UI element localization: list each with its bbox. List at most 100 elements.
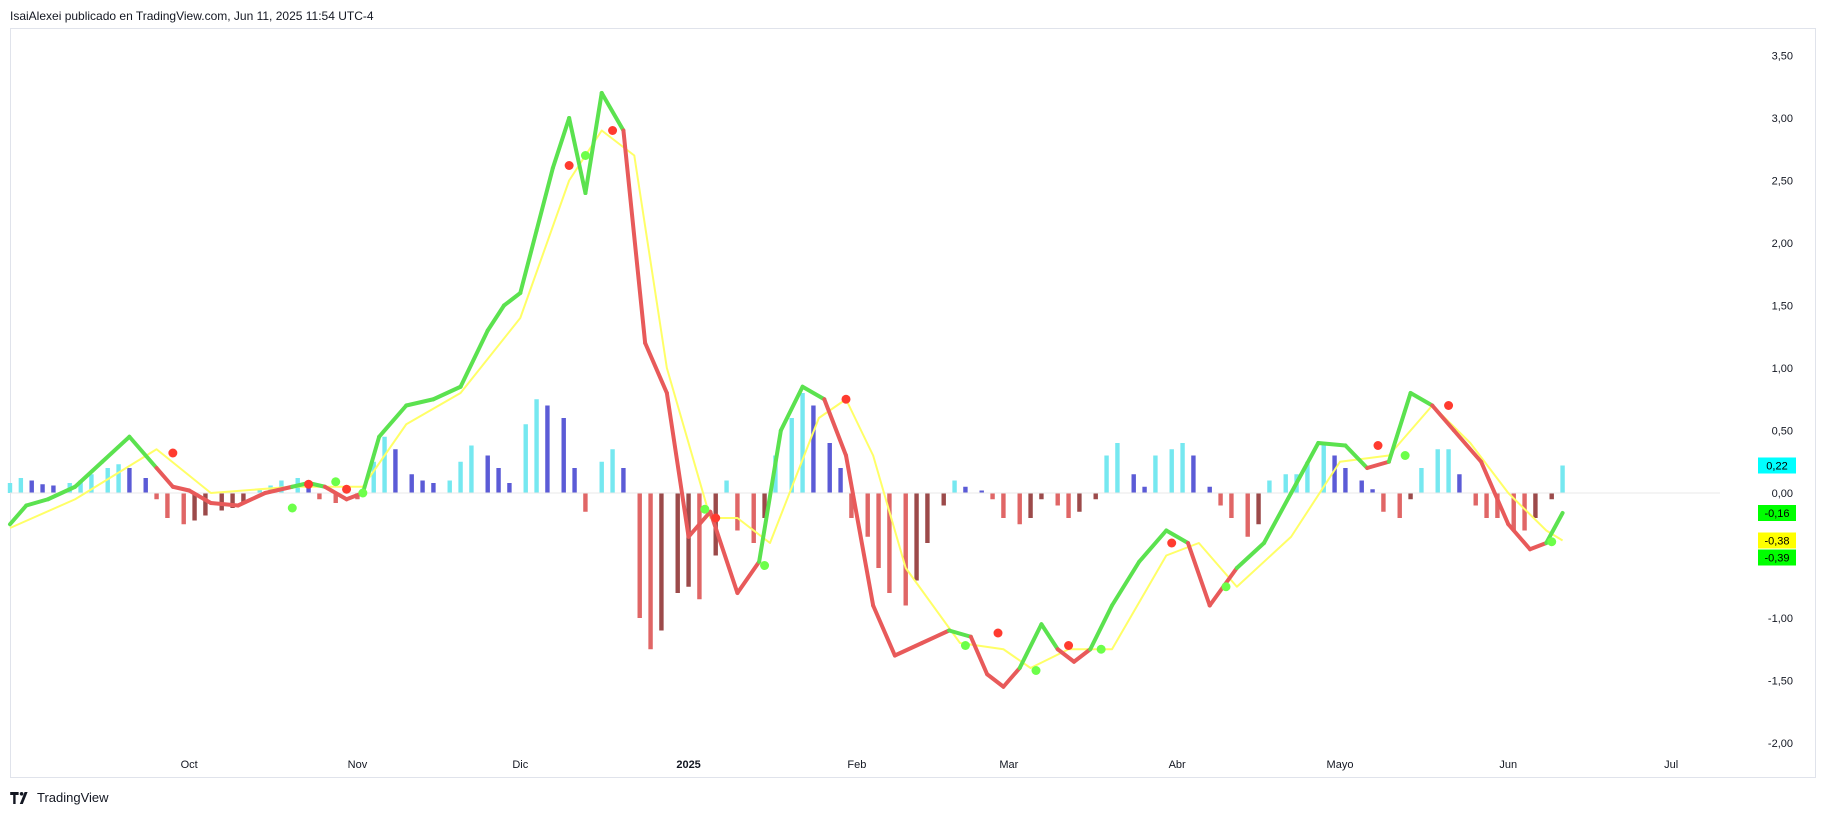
macd-line-segment — [735, 559, 762, 595]
histogram-bar — [925, 493, 930, 543]
bearish-cross-marker — [1373, 441, 1383, 450]
histogram-bar — [903, 493, 908, 606]
histogram-bar — [561, 418, 566, 493]
x-tick-label: Mar — [999, 759, 1018, 771]
price-label-bg — [1758, 457, 1796, 474]
macd-line-segment — [643, 341, 669, 395]
chart-publish-info: IsaiAlexei publicado en TradingView.com,… — [10, 9, 374, 23]
histogram-bar — [1359, 480, 1364, 493]
macd-line-segment — [1017, 622, 1044, 670]
macd-line-segment — [322, 484, 349, 502]
histogram-bar — [1343, 468, 1348, 493]
histogram-bar — [1066, 493, 1071, 518]
macd-line-segment — [621, 128, 648, 345]
y-tick-label: 3,00 — [1772, 113, 1793, 125]
histogram-bar — [306, 485, 311, 493]
price-label-bg — [1758, 549, 1796, 566]
macd-line-segment — [1316, 441, 1348, 448]
histogram-bar — [1017, 493, 1022, 525]
macd-line-segment — [1365, 459, 1391, 470]
bearish-cross-marker — [564, 161, 574, 170]
histogram-bar — [143, 478, 148, 493]
histogram-bar — [827, 443, 832, 493]
macd-line-segment — [208, 501, 240, 508]
histogram-bar — [1370, 489, 1375, 493]
macd-line-segment — [947, 628, 973, 639]
macd-line-segment — [1234, 541, 1266, 570]
y-tick-label: 1,00 — [1772, 363, 1793, 375]
histogram-bar — [1267, 480, 1272, 493]
x-tick-label: Dic — [512, 759, 528, 771]
histogram-bar — [572, 468, 577, 493]
y-tick-label: 3,50 — [1772, 51, 1793, 63]
histogram-bar — [849, 493, 854, 518]
footer-brand-label: TradingView — [37, 790, 109, 805]
price-label: -0,39 — [1764, 553, 1789, 565]
macd-line-segment — [583, 91, 604, 195]
histogram-bar — [963, 486, 968, 493]
macd-line-segment — [24, 497, 50, 508]
histogram-bar — [371, 461, 376, 493]
x-tick-label: Oct — [181, 759, 198, 771]
chart-frame — [10, 28, 1816, 778]
macd-line-segment — [1039, 622, 1060, 652]
macd-line-segment — [892, 641, 924, 658]
macd-line-segment — [968, 634, 990, 677]
macd-line-segment — [1164, 528, 1190, 545]
histogram-bar — [1533, 493, 1538, 518]
cross-markers-layer — [168, 126, 1557, 675]
macd-line-segment — [502, 291, 523, 308]
histogram-bar — [40, 484, 45, 493]
histogram-bar — [154, 493, 159, 500]
histogram-bar — [659, 493, 664, 631]
histogram-bar — [507, 483, 512, 493]
histogram-bar — [333, 493, 338, 503]
histogram-bar — [697, 493, 702, 600]
histogram-bar — [648, 493, 653, 650]
price-label: -0,16 — [1764, 508, 1789, 520]
macd-line-segment — [550, 116, 572, 170]
macd-line-segment — [534, 166, 555, 233]
macd-line-segment — [360, 434, 382, 495]
x-tick-label: Feb — [847, 759, 866, 771]
bullish-cross-marker — [700, 504, 710, 514]
histogram-bar — [7, 483, 13, 493]
macd-line-segment — [1343, 443, 1370, 470]
macd-line-segment — [1479, 459, 1511, 527]
bearish-cross-marker — [1064, 641, 1074, 650]
histogram-bar — [1028, 493, 1033, 518]
histogram-bar — [762, 493, 767, 518]
bullish-cross-marker — [1221, 582, 1231, 592]
histogram-bar — [610, 449, 615, 493]
histogram-bar — [1093, 493, 1098, 500]
macd-line-segment — [458, 328, 490, 389]
macd-line-segment — [127, 434, 159, 470]
macd-line-segment — [599, 91, 626, 133]
price-label: 0,22 — [1766, 461, 1787, 473]
macd-line-segment — [1528, 541, 1549, 552]
histogram-bar — [1055, 493, 1060, 506]
macd-line-segment — [1262, 491, 1294, 545]
price-label-bg — [1758, 505, 1796, 521]
macd-line-segment — [920, 628, 952, 645]
macd-line-segment — [236, 491, 268, 508]
macd-line-segment — [822, 397, 848, 458]
footer-brand[interactable]: TradingView — [10, 790, 109, 805]
histogram-bar — [1153, 455, 1158, 493]
price-labels: 0,22 -0,16 -0,38 -0,39 — [1758, 457, 1796, 566]
histogram-bar — [485, 455, 490, 493]
histogram-bar — [1522, 493, 1527, 531]
histogram-bar — [686, 493, 691, 587]
histogram-bar — [409, 474, 414, 493]
x-tick-label: Jul — [1664, 759, 1678, 771]
y-tick-label: -2,00 — [1768, 738, 1793, 750]
y-tick-label: 2,50 — [1772, 176, 1793, 188]
histogram-bar — [1191, 455, 1196, 493]
histogram-bar — [51, 485, 56, 493]
histogram-bar — [1321, 443, 1326, 493]
histogram-bar — [203, 493, 208, 516]
macd-line-segment — [1088, 603, 1114, 652]
histogram-bar — [469, 445, 474, 493]
bullish-cross-marker — [580, 151, 590, 160]
